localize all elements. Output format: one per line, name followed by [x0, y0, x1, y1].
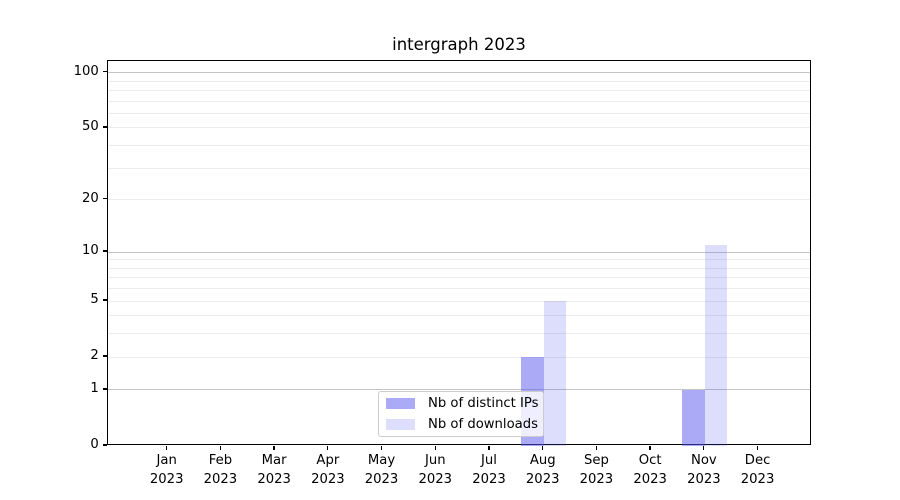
- y-gridline-minor: [108, 167, 810, 169]
- x-tick-label: May 2023: [350, 452, 414, 489]
- y-tick-label: 20: [82, 190, 99, 206]
- y-tick-mark: [102, 126, 107, 128]
- x-tick-label: Oct 2023: [618, 452, 682, 489]
- x-tick-label: Jul 2023: [457, 452, 521, 489]
- x-tick-mark: [166, 446, 168, 451]
- y-tick-mark: [102, 444, 107, 446]
- x-tick-label: Jun 2023: [403, 452, 467, 489]
- x-tick-month: May: [367, 453, 396, 468]
- y-gridline-minor: [108, 288, 810, 290]
- x-tick-month: Mar: [261, 453, 287, 468]
- y-gridline-major: [108, 72, 810, 74]
- x-tick-year: 2023: [203, 471, 238, 487]
- y-tick-mark: [102, 71, 107, 73]
- x-tick-month: Oct: [638, 453, 662, 468]
- y-gridline-minor: [108, 100, 810, 102]
- x-tick-mark: [595, 446, 598, 451]
- y-gridline-major: [108, 389, 810, 391]
- legend-swatch-distinct-ips-icon: [386, 398, 415, 409]
- y-tick-mark: [102, 299, 107, 301]
- x-tick-mark: [488, 446, 490, 451]
- y-tick-label: 100: [73, 63, 99, 79]
- y-gridline-minor: [108, 112, 810, 114]
- x-tick-mark: [273, 446, 275, 451]
- x-tick-mark: [380, 446, 383, 451]
- y-gridline-major: [108, 251, 810, 253]
- legend: Nb of distinct IPs Nb of downloads: [378, 391, 544, 437]
- legend-item-downloads: Nb of downloads: [386, 415, 538, 434]
- y-tick-mark: [102, 250, 107, 252]
- y-tick-label: 0: [90, 437, 99, 452]
- x-tick-month: Sep: [583, 453, 609, 468]
- x-tick-year: 2023: [149, 471, 184, 487]
- y-tick-mark: [102, 388, 107, 390]
- x-tick-mark: [542, 446, 544, 451]
- y-gridline-minor: [108, 145, 810, 147]
- y-gridline-minor: [108, 199, 810, 201]
- y-gridline-minor: [108, 259, 810, 261]
- y-gridline-minor: [108, 127, 810, 129]
- x-tick-label: Aug 2023: [511, 452, 575, 489]
- x-tick-label: Feb 2023: [188, 452, 252, 489]
- y-gridline-minor: [108, 277, 810, 279]
- x-tick-mark: [756, 446, 759, 451]
- x-tick-year: 2023: [633, 471, 667, 487]
- x-tick-mark: [327, 446, 329, 451]
- y-gridline-minor: [108, 333, 810, 335]
- legend-item-distinct-ips: Nb of distinct IPs: [386, 394, 539, 413]
- chart-title: intergraph 2023: [392, 35, 526, 54]
- x-tick-month: Jul: [481, 453, 497, 468]
- x-tick-month: Apr: [316, 453, 340, 468]
- bar-downloads: [704, 244, 728, 446]
- y-tick-label: 1: [90, 380, 99, 396]
- x-tick-label: Apr 2023: [296, 452, 360, 489]
- x-tick-month: Feb: [208, 453, 233, 468]
- x-tick-label: Dec 2023: [726, 452, 790, 489]
- legend-label-downloads: Nb of downloads: [428, 417, 538, 432]
- x-tick-month: Jan: [156, 453, 177, 468]
- x-tick-year: 2023: [740, 471, 775, 487]
- y-tick-mark: [102, 355, 107, 357]
- x-tick-label: Mar 2023: [242, 452, 306, 489]
- x-tick-label: Nov 2023: [672, 452, 736, 489]
- y-gridline-minor: [108, 90, 810, 92]
- x-tick-month: Dec: [744, 453, 771, 468]
- x-tick-year: 2023: [579, 471, 614, 487]
- y-gridline-minor: [108, 80, 810, 82]
- x-tick-year: 2023: [364, 471, 399, 487]
- y-tick-mark: [102, 198, 107, 200]
- x-tick-mark: [434, 446, 436, 451]
- y-gridline-minor: [108, 300, 810, 302]
- bar-distinct-ips: [682, 389, 705, 446]
- x-tick-year: 2023: [418, 471, 453, 487]
- x-tick-year: 2023: [311, 471, 345, 487]
- x-tick-mark: [703, 446, 705, 451]
- x-tick-month: Jun: [424, 453, 446, 468]
- y-gridline-minor: [108, 267, 810, 269]
- y-gridline-minor: [108, 315, 810, 317]
- x-tick-year: 2023: [257, 471, 291, 487]
- legend-label-distinct-ips: Nb of distinct IPs: [428, 396, 539, 411]
- y-tick-label: 50: [82, 118, 99, 134]
- x-tick-month: Aug: [529, 453, 556, 468]
- x-tick-year: 2023: [472, 471, 506, 487]
- y-gridline-minor: [108, 356, 810, 358]
- y-tick-label: 10: [82, 243, 99, 259]
- x-tick-year: 2023: [525, 471, 560, 487]
- bar-downloads: [543, 301, 567, 446]
- x-tick-month: Nov: [690, 453, 717, 468]
- y-tick-label: 2: [90, 348, 99, 364]
- y-tick-label: 5: [90, 292, 99, 308]
- x-tick-mark: [649, 446, 651, 451]
- x-tick-label: Jan 2023: [135, 452, 199, 489]
- legend-swatch-downloads-icon: [386, 419, 415, 430]
- x-tick-year: 2023: [687, 471, 721, 487]
- x-tick-label: Sep 2023: [564, 452, 628, 489]
- x-tick-mark: [219, 446, 222, 451]
- plot-area: [107, 60, 811, 446]
